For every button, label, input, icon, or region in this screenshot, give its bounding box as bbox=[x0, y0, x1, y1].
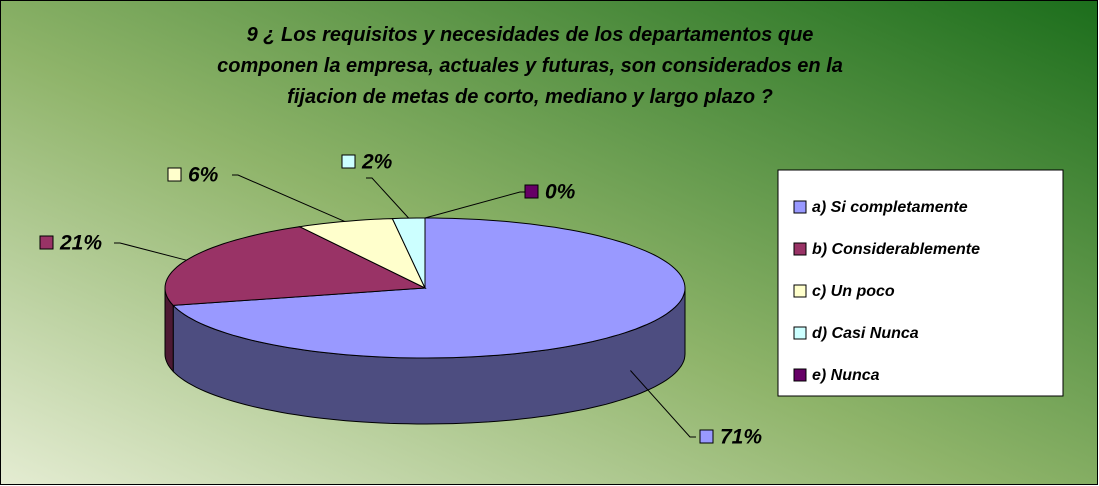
legend-swatch bbox=[793, 242, 807, 256]
legend-label: b) Considerablemente bbox=[812, 241, 980, 258]
data-label: 21% bbox=[59, 232, 102, 255]
legend-label: a) Si completamente bbox=[812, 199, 968, 216]
leader-line bbox=[630, 370, 696, 438]
slice bbox=[164, 226, 427, 306]
legend-swatch bbox=[793, 368, 807, 382]
legend-label: c) Un poco bbox=[812, 283, 895, 300]
legend-label: d) Casi Nunca bbox=[812, 325, 919, 342]
label-swatch bbox=[699, 429, 714, 444]
data-label: 0% bbox=[545, 181, 576, 204]
legend-swatch bbox=[793, 284, 807, 298]
data-label: 6% bbox=[188, 164, 219, 187]
leader-line bbox=[232, 174, 345, 222]
data-label: 71% bbox=[720, 426, 762, 449]
legend-swatch bbox=[793, 200, 807, 214]
label-swatch bbox=[524, 184, 539, 199]
legend-swatch bbox=[793, 326, 807, 340]
slice bbox=[298, 218, 427, 290]
leader-line bbox=[424, 191, 526, 219]
chart-title: 9 ¿ Los requisitos y necesidades de los … bbox=[217, 24, 843, 108]
label-swatch bbox=[341, 154, 356, 169]
label-swatch bbox=[39, 235, 54, 250]
leader-line bbox=[114, 242, 187, 261]
legend-label: e) Nunca bbox=[812, 367, 880, 384]
data-label: 2% bbox=[361, 151, 393, 174]
legend bbox=[777, 169, 1064, 397]
label-swatch bbox=[167, 167, 182, 182]
leader-line bbox=[366, 177, 410, 219]
slice bbox=[172, 217, 686, 359]
